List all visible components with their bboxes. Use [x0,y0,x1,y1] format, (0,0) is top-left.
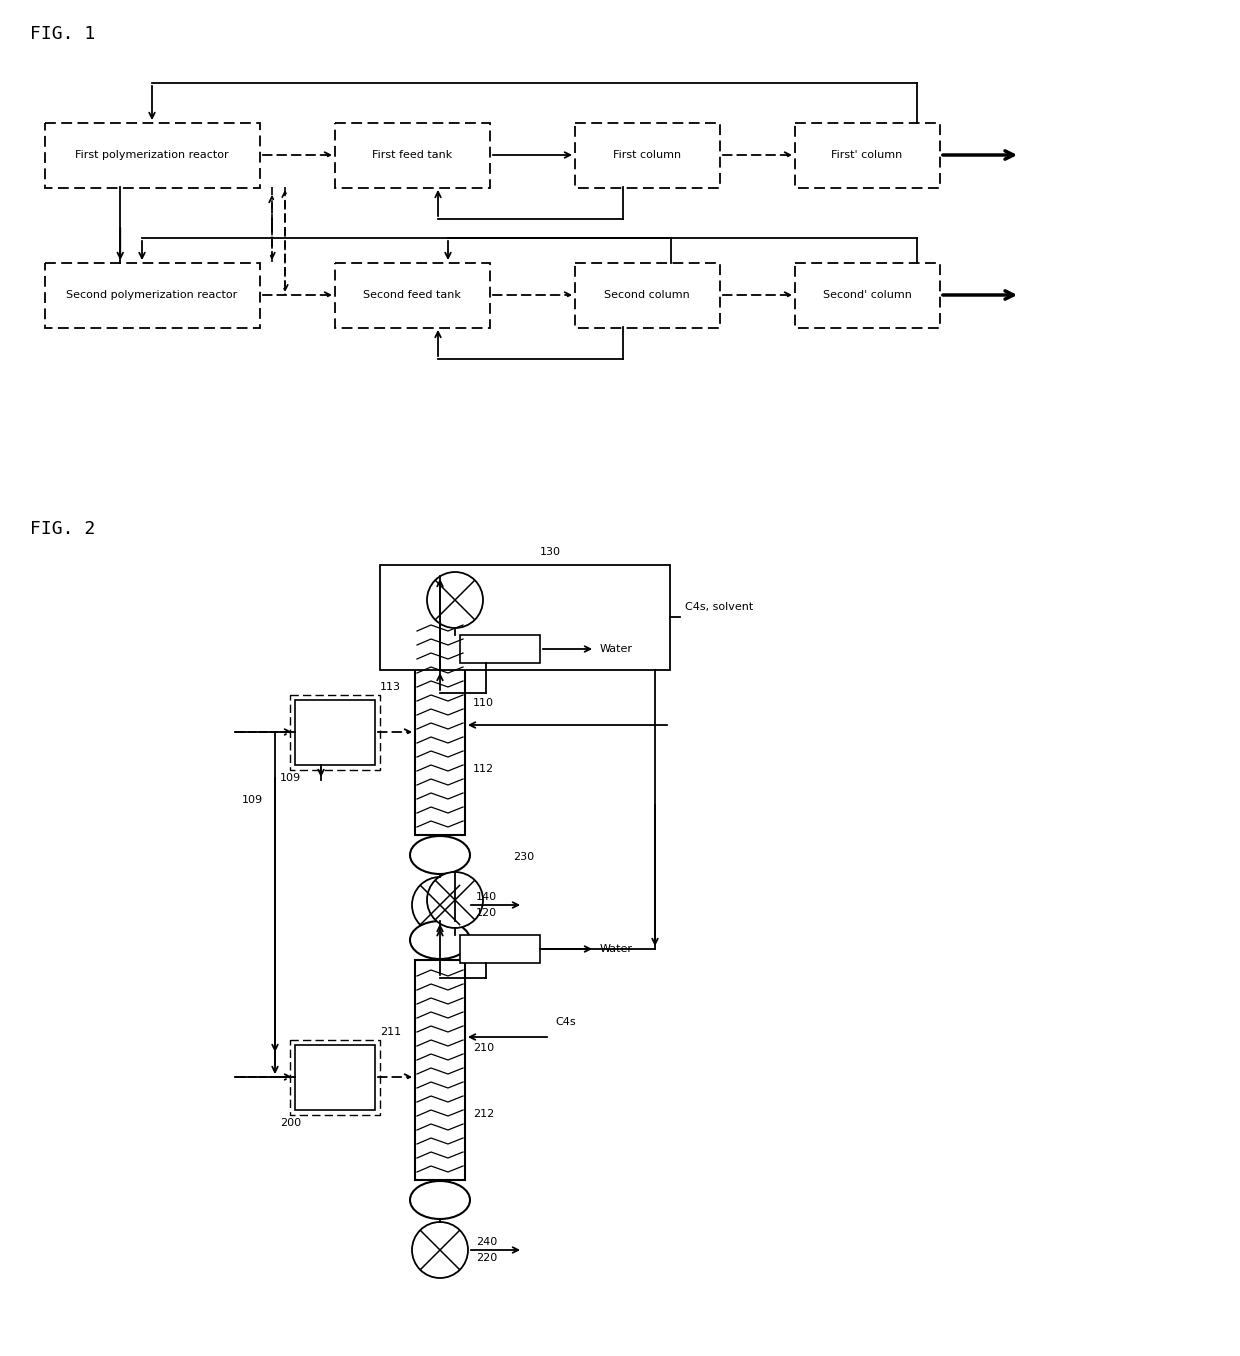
Text: Second feed tank: Second feed tank [363,290,461,300]
Text: 230: 230 [513,852,534,862]
Ellipse shape [410,576,470,614]
Text: Second column: Second column [604,290,689,300]
Bar [575,123,720,188]
Text: First feed tank: First feed tank [372,151,453,160]
Text: Second polymerization reactor: Second polymerization reactor [67,290,238,300]
Bar [290,696,379,770]
Circle shape [427,572,484,628]
Ellipse shape [410,1181,470,1219]
Text: 210: 210 [472,1043,494,1054]
Ellipse shape [410,921,470,959]
Bar [295,1045,374,1111]
Text: 220: 220 [476,1253,497,1262]
Bar [335,263,490,328]
Bar [460,936,539,963]
Circle shape [427,872,484,928]
Bar [415,616,465,835]
Text: 130: 130 [539,546,560,557]
Text: 140: 140 [476,892,497,902]
Text: 200: 200 [280,1117,301,1128]
Text: 112: 112 [472,763,494,774]
Bar [335,123,490,188]
Bar [295,700,374,765]
Ellipse shape [410,837,470,875]
Bar [45,123,260,188]
Bar [415,960,465,1180]
Bar [575,263,720,328]
Text: 113: 113 [379,682,401,692]
Text: First polymerization reactor: First polymerization reactor [76,151,229,160]
Text: FIG. 2: FIG. 2 [30,519,95,538]
Circle shape [412,1222,467,1277]
Bar [290,1040,379,1115]
Text: 110: 110 [472,698,494,708]
Bar [379,565,670,670]
Bar [45,263,260,328]
Circle shape [412,877,467,933]
Text: FIG. 1: FIG. 1 [30,24,95,43]
Text: 109: 109 [280,773,301,782]
Text: C4s, solvent: C4s, solvent [684,602,753,612]
Bar [795,263,940,328]
Text: Water: Water [600,644,632,654]
Bar [795,123,940,188]
Bar [460,635,539,663]
Text: C4s: C4s [556,1017,575,1026]
Text: First' column: First' column [831,151,903,160]
Text: 240: 240 [476,1237,497,1248]
Text: Second' column: Second' column [822,290,911,300]
Text: First column: First column [613,151,681,160]
Text: 211: 211 [379,1026,401,1037]
Text: 109: 109 [242,795,263,805]
Text: 120: 120 [476,909,497,918]
Text: Water: Water [600,944,632,955]
Text: 212: 212 [472,1109,495,1119]
